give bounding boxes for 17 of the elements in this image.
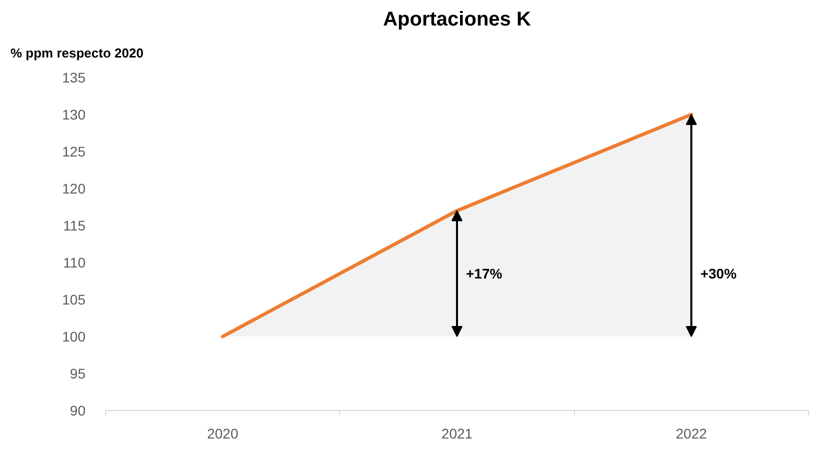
annotation: +17%	[466, 266, 503, 282]
y-tick-label: 95	[70, 366, 86, 382]
y-axis-title: % ppm respecto 2020	[10, 46, 144, 60]
y-tick-label: 115	[63, 218, 86, 234]
y-tick-label: 90	[70, 402, 86, 418]
y-tick-label: 120	[62, 180, 86, 196]
annotation: +30%	[700, 266, 738, 282]
y-tick-label: 125	[62, 144, 86, 160]
y-tick-label: 100	[62, 328, 86, 344]
x-tick-label: 2020	[207, 426, 238, 442]
x-tick-label: 2021	[441, 426, 473, 442]
chart-title: Aportaciones K	[383, 8, 532, 30]
y-tick-label: 135	[62, 70, 86, 86]
y-tick-label: 110	[63, 254, 86, 270]
y-tick-label: 105	[62, 292, 86, 308]
x-tick-label: 2022	[676, 426, 708, 442]
y-tick-label: 130	[62, 106, 86, 122]
